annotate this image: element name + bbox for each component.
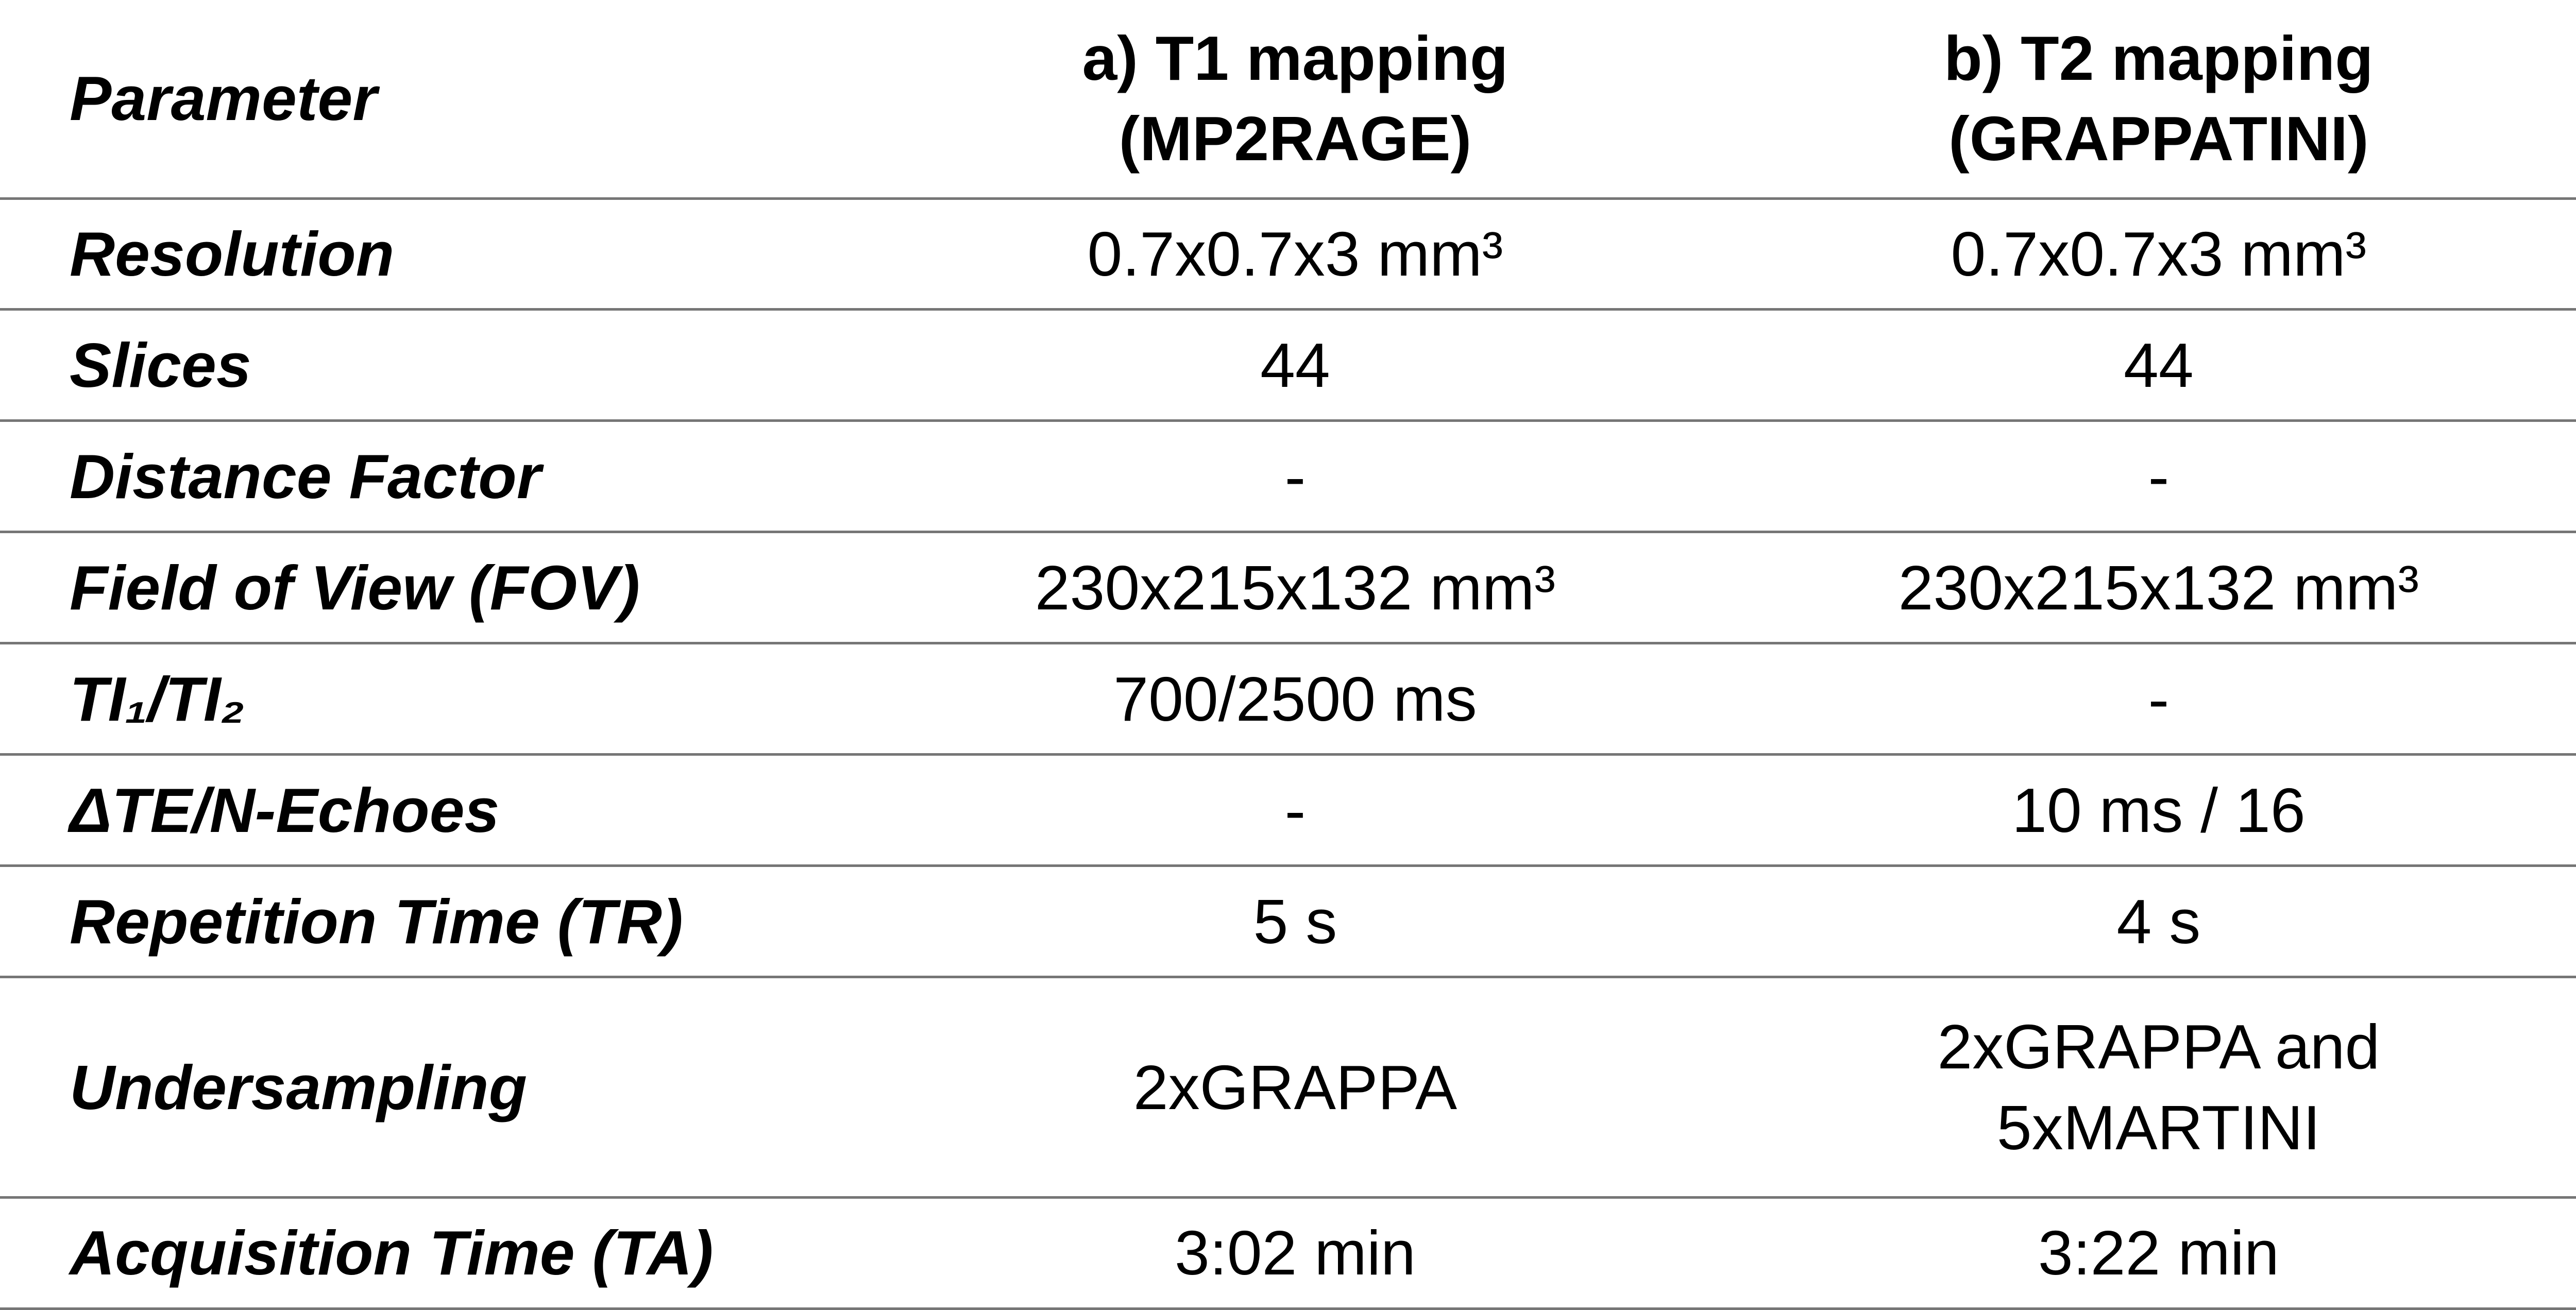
table-row-delta-te-n-echoes: ΔTE/N-Echoes - 10 ms / 16 10 ms / 32 (0, 754, 2576, 867)
cell-repetition-time-t2: 4 s (1726, 865, 2576, 979)
cell-resolution-t1: 0.7x0.7x3 mm³ (863, 198, 1727, 311)
table-row-resolution: Resolution 0.7x0.7x3 mm³ 0.7x0.7x3 mm³ 1… (0, 198, 2576, 311)
cell-acquisition-time-t1: 3:02 min (863, 1197, 1727, 1310)
cell-inversion-times-t2: - (1726, 643, 2576, 756)
row-label-delta-te-n-echoes: ΔTE/N-Echoes (0, 754, 863, 867)
cell-delta-te-n-echoes-t1: - (863, 754, 1727, 867)
cell-inversion-times-t1: 700/2500 ms (863, 643, 1727, 756)
table-row-inversion-times: TI₁/TI₂ 700/2500 ms - - (0, 643, 2576, 756)
cell-slices-t2: 44 (1726, 309, 2576, 422)
row-label-undersampling: Undersampling (0, 977, 863, 1199)
cell-repetition-time-t1: 5 s (863, 865, 1727, 979)
cell-resolution-t2: 0.7x0.7x3 mm³ (1726, 198, 2576, 311)
cell-slices-t1: 44 (863, 309, 1727, 422)
column-header-t1-mapping: a) T1 mapping (MP2RAGE) (863, 0, 1727, 200)
cell-field-of-view-t1: 230x215x132 mm³ (863, 532, 1727, 645)
cell-distance-factor-t2: - (1726, 420, 2576, 534)
cell-acquisition-time-t2: 3:22 min (1726, 1197, 2576, 1310)
row-label-distance-factor: Distance Factor (0, 420, 863, 534)
row-label-resolution: Resolution (0, 198, 863, 311)
cell-delta-te-n-echoes-t2: 10 ms / 16 (1726, 754, 2576, 867)
table-row-acquisition-time: Acquisition Time (TA) 3:02 min 3:22 min … (0, 1197, 2576, 1310)
row-label-repetition-time: Repetition Time (TR) (0, 865, 863, 979)
row-label-field-of-view: Field of View (FOV) (0, 532, 863, 645)
cell-field-of-view-t2: 230x215x132 mm³ (1726, 532, 2576, 645)
cell-undersampling-t1: 2xGRAPPA (863, 977, 1727, 1199)
row-label-slices: Slices (0, 309, 863, 422)
column-header-parameter: Parameter (0, 0, 863, 200)
column-header-t2-mapping: b) T2 mapping (GRAPPATINI) (1726, 0, 2576, 200)
row-label-inversion-times: TI₁/TI₂ (0, 643, 863, 756)
cell-distance-factor-t1: - (863, 420, 1727, 534)
table-row-field-of-view: Field of View (FOV) 230x215x132 mm³ 230x… (0, 532, 2576, 645)
table-row-undersampling: Undersampling 2xGRAPPA 2xGRAPPA and 5xMA… (0, 977, 2576, 1199)
header-row: Parameter a) T1 mapping (MP2RAGE) b) T2 … (0, 0, 2576, 200)
cell-undersampling-t2: 2xGRAPPA and 5xMARTINI (1726, 977, 2576, 1199)
table-row-slices: Slices 44 44 9 (0, 309, 2576, 422)
table-row-repetition-time: Repetition Time (TR) 5 s 4 s 3 s (0, 865, 2576, 979)
row-label-acquisition-time: Acquisition Time (TA) (0, 1197, 863, 1310)
table-row-distance-factor: Distance Factor - - 300 % (0, 420, 2576, 534)
